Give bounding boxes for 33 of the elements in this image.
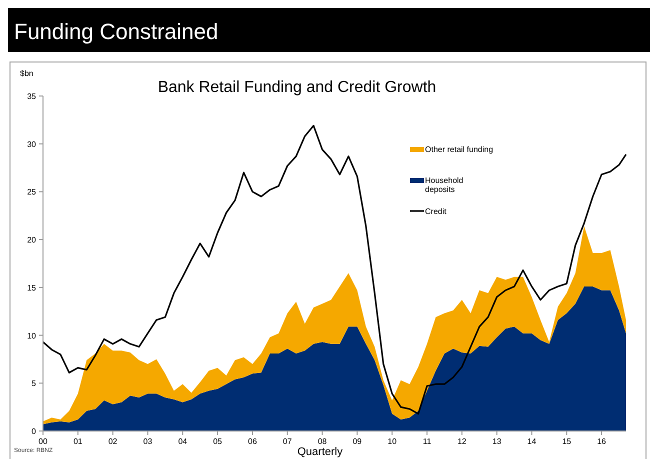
x-tick-label: 11	[422, 437, 432, 446]
y-tick-label: 20	[27, 236, 37, 245]
y-tick-label: 15	[27, 283, 37, 292]
y-tick-label: 10	[27, 331, 37, 340]
x-tick-label: 12	[457, 437, 467, 446]
x-tick-label: 02	[108, 437, 118, 446]
x-tick-label: 13	[492, 437, 502, 446]
chart-subtitle: Bank Retail Funding and Credit Growth	[158, 79, 436, 96]
legend-label: Credit	[425, 207, 448, 216]
y-tick-label: 30	[27, 140, 37, 149]
y-tick-label: 5	[32, 379, 37, 388]
x-tick-label: 16	[597, 437, 607, 446]
x-tick-label: 07	[282, 437, 292, 446]
y-tick-label: 0	[32, 427, 37, 436]
x-tick-label: 15	[562, 437, 572, 446]
legend-label: Other retail funding	[425, 145, 494, 154]
x-tick-label: 08	[318, 437, 328, 446]
line-series	[42, 124, 627, 415]
x-tick-label: 09	[352, 437, 362, 446]
x-tick-label: 05	[213, 437, 223, 446]
chart-title: Funding Constrained	[14, 19, 218, 44]
x-tick-label: 10	[388, 437, 398, 446]
x-tick-label: 01	[73, 437, 83, 446]
x-tick-label: 14	[527, 437, 537, 446]
y-tick-label: 25	[27, 188, 37, 197]
legend-label: Household deposits	[425, 176, 464, 194]
x-axis-title: Quarterly	[297, 446, 344, 458]
y-tick-label: 35	[27, 92, 37, 101]
x-tick-label: 00	[38, 437, 48, 446]
y-axis-title: $bn	[20, 69, 34, 78]
x-tick-label: 04	[178, 437, 188, 446]
x-tick-label: 06	[248, 437, 258, 446]
x-tick-label: 03	[143, 437, 153, 446]
